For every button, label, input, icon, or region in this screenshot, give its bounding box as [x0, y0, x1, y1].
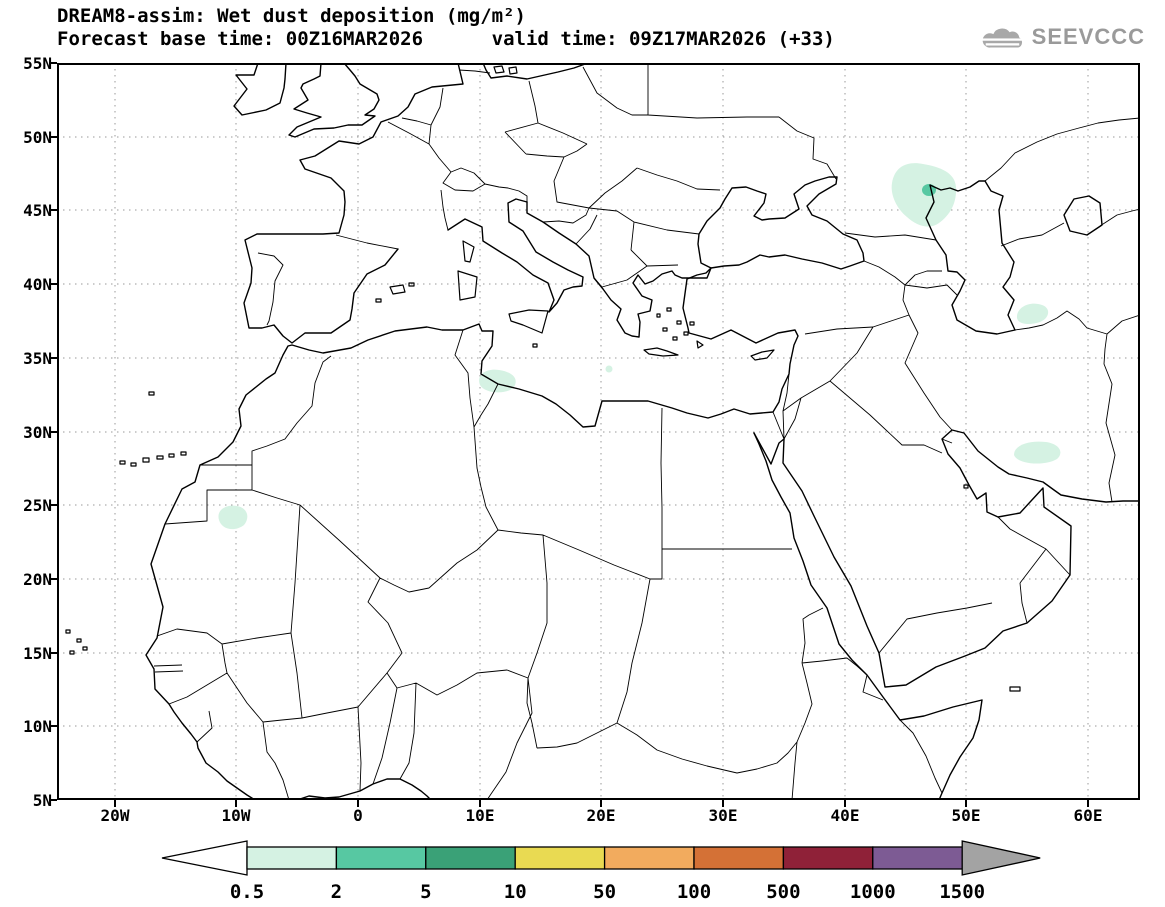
dust-core-caspian — [922, 184, 936, 196]
lon-tick-mark — [479, 800, 481, 807]
lon-tick-label: 20W — [100, 806, 130, 825]
lon-tick-mark — [600, 800, 602, 807]
lat-tick-label: 30N — [23, 423, 52, 442]
dust-patch-caspian — [891, 163, 957, 227]
coastlines — [145, 63, 1140, 800]
gridlines — [57, 63, 1140, 800]
lon-tick-mark — [1087, 800, 1089, 807]
dust-patch-mauritania — [218, 505, 248, 530]
plot-frame — [57, 63, 1140, 800]
colorbar-value-label: 1500 — [939, 881, 985, 903]
colorbar-segment — [603, 846, 695, 870]
borders-europe — [257, 63, 837, 326]
dust-patch-se-caspian — [1016, 303, 1049, 324]
logo-text: SEEVCCC — [1031, 24, 1145, 49]
lat-tick-mark — [49, 209, 57, 211]
lon-tick-label: 10W — [221, 806, 251, 825]
lon-tick-mark — [114, 800, 116, 807]
lon-tick-label: 40E — [830, 806, 860, 825]
lat-tick-mark — [49, 357, 57, 359]
seevccc-logo: SEEVCCC — [979, 22, 1145, 52]
lat-tick-label: 50N — [23, 128, 52, 147]
lat-tick-label: 5N — [32, 791, 52, 810]
borders-middle-east-asia — [772, 117, 1140, 654]
lat-tick-mark — [49, 431, 57, 433]
country-borders — [153, 63, 1140, 800]
lat-tick-label: 15N — [23, 644, 52, 663]
colorbar-segment — [782, 846, 874, 870]
colorbar-value-label: 10 — [504, 881, 527, 903]
colorbar-value-label: 500 — [766, 881, 800, 903]
page-title: DREAM8-assim: Wet dust deposition (mg/m²… — [57, 5, 526, 27]
colorbar-left-arrow — [161, 840, 248, 876]
colorbar-value-label: 2 — [331, 881, 342, 903]
lon-tick-label: 0 — [353, 806, 363, 825]
colorbar-segment — [514, 846, 606, 870]
dust-patch-crete-south — [605, 365, 613, 373]
colorbar-value-label: 5 — [420, 881, 431, 903]
cloud-icon — [981, 28, 1023, 48]
lat-tick-label: 20N — [23, 570, 52, 589]
colorbar-segment — [335, 846, 427, 870]
lon-tick-label: 20E — [586, 806, 616, 825]
lat-tick-mark — [49, 799, 57, 801]
lat-tick-mark — [49, 725, 57, 727]
dust-patch-tunisia — [479, 369, 516, 393]
lat-tick-label: 45N — [23, 201, 52, 220]
lat-tick-mark — [49, 136, 57, 138]
colorbar-value-label: 1000 — [850, 881, 896, 903]
lat-tick-label: 55N — [23, 54, 52, 73]
colorbar-segment — [872, 846, 963, 870]
lat-tick-mark — [49, 62, 57, 64]
forecast-time-subtitle: Forecast base time: 00Z16MAR2026 valid t… — [57, 28, 835, 50]
colorbar-value-label: 0.5 — [230, 881, 264, 903]
lat-tick-label: 40N — [23, 275, 52, 294]
colorbar-legend: 0.5 2 5 10 50 100 500 1000 1500 — [161, 840, 1041, 903]
lat-tick-mark — [49, 578, 57, 580]
lon-tick-label: 30E — [708, 806, 738, 825]
lon-tick-mark — [722, 800, 724, 807]
lon-tick-mark — [357, 800, 359, 807]
colorbar-value-label: 100 — [677, 881, 711, 903]
lat-tick-mark — [49, 504, 57, 506]
colorbar-right-arrow — [961, 840, 1041, 876]
colorbar-segment — [246, 846, 338, 870]
lon-tick-mark — [965, 800, 967, 807]
borders-africa — [153, 329, 943, 800]
islands — [65, 65, 1021, 692]
colorbar-value-label: 50 — [593, 881, 616, 903]
lat-tick-label: 35N — [23, 349, 52, 368]
lat-tick-mark — [49, 283, 57, 285]
dust-deposition-patches — [218, 163, 1061, 530]
lon-tick-label: 60E — [1073, 806, 1103, 825]
lon-tick-label: 50E — [951, 806, 981, 825]
map-frame — [57, 63, 1140, 800]
dust-patch-south-iran — [1014, 441, 1061, 464]
colorbar-segment — [425, 846, 516, 870]
lat-tick-label: 10N — [23, 717, 52, 736]
lat-tick-mark — [49, 652, 57, 654]
lat-tick-label: 25N — [23, 496, 52, 515]
colorbar-segment — [693, 846, 785, 870]
lon-tick-mark — [235, 800, 237, 807]
map-plot — [57, 63, 1140, 800]
lon-tick-mark — [844, 800, 846, 807]
lon-tick-label: 10E — [465, 806, 495, 825]
